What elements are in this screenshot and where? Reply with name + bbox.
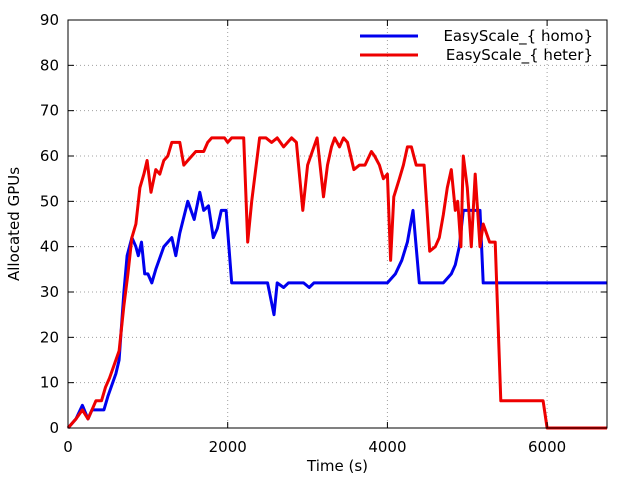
grid: [68, 20, 607, 428]
plot-frame: [67, 19, 608, 429]
series-line-heter: [66, 136, 607, 430]
y-axis-title: Allocated GPUs: [5, 167, 23, 281]
x-tick-label-4000: 4000: [368, 438, 406, 456]
legend: EasyScale_{ homo} EasyScale_{ heter}: [360, 27, 593, 65]
y-tick-label-50: 50: [40, 192, 59, 210]
y-tick-label-20: 20: [40, 328, 59, 346]
series-lines: [66, 136, 607, 430]
y-tick-label-10: 10: [40, 374, 59, 392]
y-tick-label-90: 90: [40, 11, 59, 29]
series-line-homo: [66, 190, 607, 429]
x-axis-title: Time (s): [306, 457, 368, 475]
y-tick-label-60: 60: [40, 147, 59, 165]
x-tick-label-2000: 2000: [209, 438, 247, 456]
y-tick-label-30: 30: [40, 283, 59, 301]
y-tick-label-40: 40: [40, 238, 59, 256]
x-tick-label-0: 0: [63, 438, 73, 456]
legend-label-heter: EasyScale_{ heter}: [446, 46, 593, 65]
legend-label-homo: EasyScale_{ homo}: [443, 27, 593, 46]
y-tick-label-70: 70: [40, 102, 59, 120]
x-tick-label-6000: 6000: [528, 438, 566, 456]
axis-ticks: 0 10 20 30 40 50 60 70 80 90 0 2000 4000 6000: [40, 11, 607, 456]
y-tick-label-0: 0: [49, 419, 59, 437]
y-tick-label-80: 80: [40, 56, 59, 74]
